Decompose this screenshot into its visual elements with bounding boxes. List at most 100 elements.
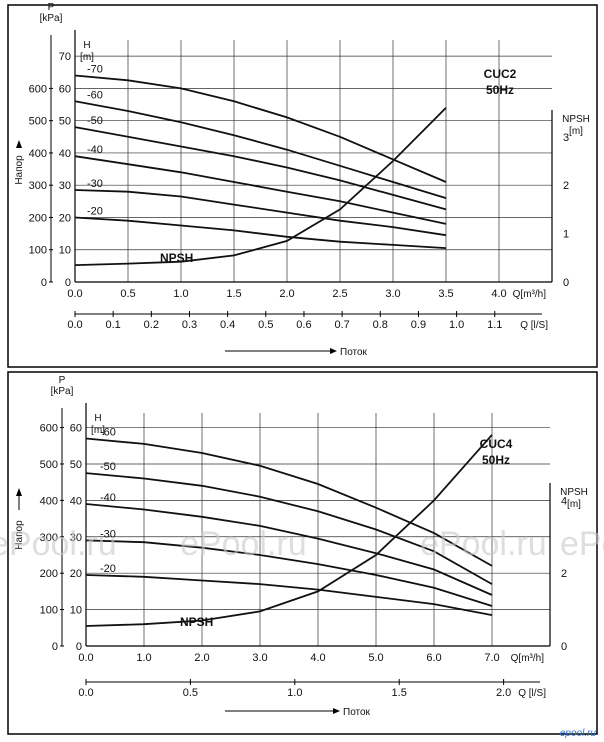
x1-tick-label: 1.0	[136, 652, 151, 664]
x-axis-title: Поток	[343, 707, 371, 718]
curve--20	[74, 216, 447, 249]
h-tick-label: 30	[70, 532, 82, 544]
x2-tick-label: 0.2	[144, 319, 159, 331]
p-tick-label: 600	[40, 423, 58, 435]
curve--60	[85, 437, 493, 567]
x2-tick-label: 0.7	[334, 319, 349, 331]
p-tick-label: 400	[29, 148, 47, 160]
curve--30	[74, 189, 447, 237]
x1-tick-label: 3.0	[385, 288, 400, 300]
watermark: ePool.ru	[180, 525, 307, 563]
npsh-tick-label: 4	[561, 495, 567, 507]
h-tick-label: 10	[59, 245, 71, 257]
curve--60	[74, 100, 447, 199]
x1-tick-label: 2.0	[194, 652, 209, 664]
chart-panel-cuc4: 01020304050600100200300400500600024P[kPa…	[0, 371, 604, 735]
curve-label: -60	[87, 89, 103, 101]
x1-unit: Q[m³/h]	[513, 289, 547, 300]
x1-tick-label: 2.5	[332, 288, 347, 300]
x1-tick-label: 4.0	[310, 652, 325, 664]
p-unit: [kPa]	[51, 386, 74, 397]
y-arrow-head	[16, 140, 22, 148]
h-label: H	[83, 40, 90, 51]
p-tick-label: 300	[29, 180, 47, 192]
p-tick-label: 200	[29, 212, 47, 224]
h-unit: [m]	[91, 425, 105, 436]
curve--50	[85, 472, 493, 585]
curve--50	[74, 126, 447, 211]
chart-panel-cuc2: 01020304050607001002003004005006000123P[…	[7, 2, 598, 368]
x1-tick-label: 7.0	[484, 652, 499, 664]
h-tick-label: 60	[59, 83, 71, 95]
grid	[74, 40, 552, 283]
h-tick-label: 50	[70, 459, 82, 471]
curve-label: -30	[100, 528, 116, 540]
x2-tick-label: 1.5	[392, 687, 407, 699]
x1-tick-label: 3.0	[252, 652, 267, 664]
curve-label: -60	[100, 426, 116, 438]
npsh-curve	[74, 107, 447, 266]
curve-label: -50	[87, 115, 103, 127]
p-unit: [kPa]	[40, 13, 63, 24]
h-label: H	[94, 413, 101, 424]
x1-tick-label: 0.0	[67, 288, 82, 300]
curve-label: -40	[87, 144, 103, 156]
x1-tick-label: 4.0	[491, 288, 506, 300]
npsh-curve-label: NPSH	[160, 251, 193, 265]
grid	[85, 413, 550, 647]
p-tick-label: 100	[40, 605, 58, 617]
p-tick-label: 0	[41, 277, 47, 289]
curve--70	[74, 74, 447, 183]
curve--40	[74, 155, 447, 225]
h-tick-label: 30	[59, 180, 71, 192]
p-tick-label: 200	[40, 568, 58, 580]
curve-label: -20	[100, 563, 116, 575]
watermark: ePool.ru	[420, 525, 547, 563]
npsh-axis-label: NPSH	[562, 114, 590, 125]
h-unit: [m]	[80, 52, 94, 63]
x1-tick-label: 6.0	[426, 652, 441, 664]
x1-tick-label: 2.0	[279, 288, 294, 300]
h-tick-label: 20	[59, 212, 71, 224]
p-tick-label: 0	[52, 641, 58, 653]
x-axis-title: Поток	[340, 347, 368, 358]
y-axis-title: Напор	[14, 520, 25, 550]
x2-tick-label: 0.0	[78, 687, 93, 699]
h-tick-label: 60	[70, 423, 82, 435]
curve--20	[85, 574, 493, 616]
p-tick-label: 600	[29, 83, 47, 95]
x2-tick-label: 0.5	[183, 687, 198, 699]
h-tick-label: 50	[59, 116, 71, 128]
site-logo[interactable]: epool.ru	[560, 728, 597, 739]
npsh-curve-label: NPSH	[180, 615, 213, 629]
p-tick-label: 300	[40, 532, 58, 544]
curve-label: -30	[87, 178, 103, 190]
x2-tick-label: 0.0	[67, 319, 82, 331]
npsh-tick-label: 0	[563, 277, 569, 289]
watermark: ePool.ru	[0, 525, 117, 563]
npsh-tick-label: 0	[561, 641, 567, 653]
npsh-axis-unit: [m]	[569, 126, 583, 137]
x2-tick-label: 0.5	[258, 319, 273, 331]
h-tick-label: 0	[76, 641, 82, 653]
p-label: P	[59, 375, 66, 386]
curve--30	[85, 539, 493, 607]
npsh-tick-label: 2	[561, 568, 567, 580]
npsh-curve	[85, 434, 493, 627]
x2-unit: Q [l/S]	[520, 320, 548, 331]
curve-label: -50	[100, 461, 116, 473]
x2-tick-label: 1.1	[487, 319, 502, 331]
curve-label: -40	[100, 492, 116, 504]
h-tick-label: 70	[59, 51, 71, 63]
x2-tick-label: 0.9	[411, 319, 426, 331]
npsh-tick-label: 3	[563, 132, 569, 144]
x1-tick-label: 1.0	[173, 288, 188, 300]
p-label: P	[48, 2, 55, 13]
watermark: ePool.ru	[560, 525, 604, 563]
x2-tick-label: 0.6	[296, 319, 311, 331]
curve-label: -20	[87, 205, 103, 217]
p-tick-label: 100	[29, 245, 47, 257]
p-tick-label: 400	[40, 495, 58, 507]
npsh-tick-label: 1	[563, 229, 569, 241]
